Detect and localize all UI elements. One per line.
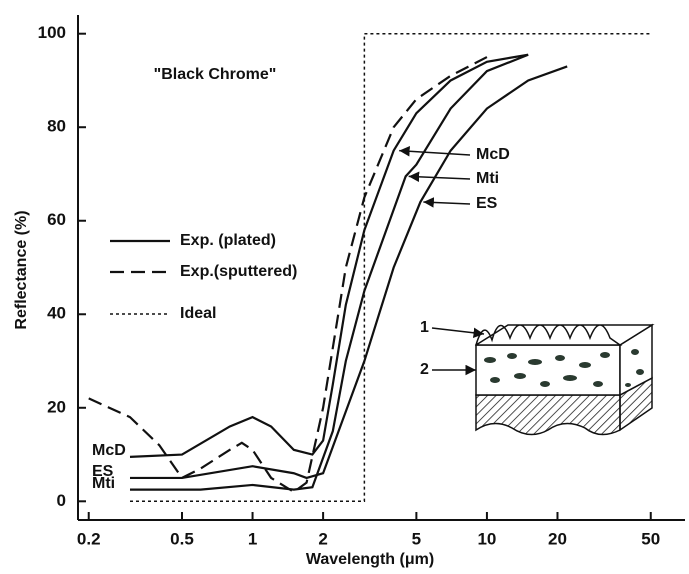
series-label: ES [92,463,114,480]
annotation-arrow [423,197,471,208]
data-line [129,32,651,503]
annotation-arrow [408,171,471,183]
y-tick-label: 0 [57,491,66,510]
annotation-label: ES [476,195,498,212]
y-tick-label: 60 [47,210,66,229]
x-tick-label: 10 [477,529,496,548]
inset-label: 1 [420,319,429,336]
legend-label: Exp.(sputtered) [180,263,297,280]
y-tick-label: 80 [47,117,66,136]
x-axis-label: Wavelength (μm) [306,551,434,568]
data-line [129,53,529,458]
chart-title: "Black Chrome" [154,66,277,83]
x-tick-label: 2 [318,529,327,548]
data-line [129,53,529,491]
x-tick-label: 0.5 [170,529,194,548]
x-tick-label: 5 [412,529,421,548]
data-line [88,56,488,494]
y-tick-label: 100 [38,23,66,42]
x-tick-label: 1 [248,529,257,548]
series-label: Mti [92,475,115,492]
annotation-label: McD [476,146,510,163]
annotation-arrow [399,146,471,157]
legend-label: Ideal [180,305,216,322]
y-tick-label: 40 [47,304,66,323]
x-tick-label: 20 [548,529,567,548]
x-tick-label: 50 [641,529,660,548]
legend-label: Exp. (plated) [180,232,276,249]
y-axis-label: Reflectance (%) [13,210,30,329]
inset-diagram [431,323,655,436]
x-tick-label: 0.2 [77,529,101,548]
annotation-label: Mti [476,170,499,187]
inset-label: 2 [420,361,429,378]
series-label: McD [92,442,126,459]
y-tick-label: 20 [47,397,66,416]
